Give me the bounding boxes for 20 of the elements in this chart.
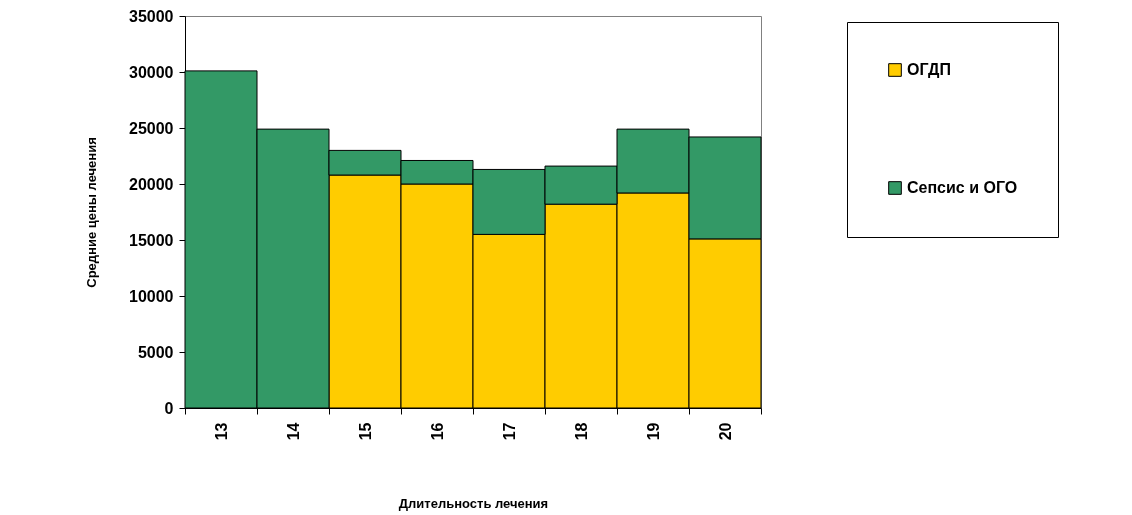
y-tick-label: 30000 — [129, 63, 174, 81]
legend-label: Сепсис и ОГО — [907, 179, 1018, 196]
x-tick-label: 17 — [500, 422, 518, 441]
y-axis-title: Средние цены лечения — [84, 137, 100, 288]
x-tick-label: 19 — [644, 422, 662, 441]
x-tick-label: 14 — [284, 422, 302, 441]
y-tick-label: 0 — [164, 399, 174, 417]
y-tick-label: 25000 — [129, 119, 174, 137]
x-tick-label: 20 — [716, 422, 734, 441]
x-tick-label: 13 — [212, 422, 230, 441]
x-tick-label: 15 — [356, 422, 374, 441]
y-tick-label: 20000 — [129, 175, 174, 193]
x-axis-title: Длительность лечения — [398, 496, 549, 512]
y-tick-label: 5000 — [137, 343, 174, 361]
x-tick-label: 18 — [572, 422, 590, 441]
legend-label: ОГДП — [907, 61, 952, 78]
y-tick-label: 15000 — [129, 231, 174, 249]
y-tick-label: 10000 — [129, 287, 174, 305]
x-tick-label: 16 — [428, 422, 446, 441]
y-tick-label: 35000 — [129, 7, 174, 25]
